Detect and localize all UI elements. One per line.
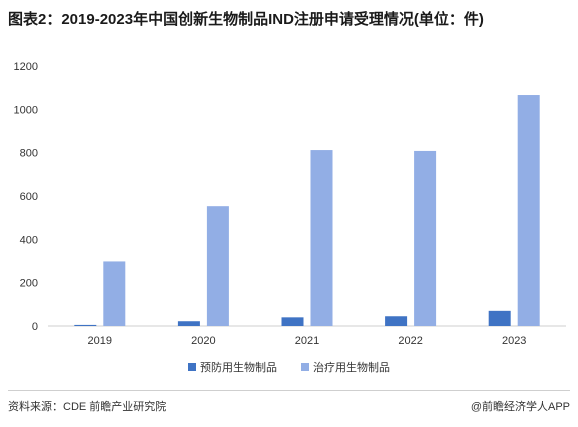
bar-series2-2019 xyxy=(103,261,126,326)
chart-title: 图表2：2019-2023年中国创新生物制品IND注册申请受理情况(单位：件) xyxy=(8,11,484,28)
legend-swatch xyxy=(188,363,196,371)
bar-series1-2019 xyxy=(74,324,97,326)
legend-item-series1: 预防用生物制品 xyxy=(188,359,277,375)
bar-series2-2020 xyxy=(206,206,229,326)
bar-series1-2020 xyxy=(177,321,200,326)
legend: 预防用生物制品 治疗用生物制品 xyxy=(0,359,578,375)
x-tick-label: 2021 xyxy=(295,335,319,347)
y-tick-label: 200 xyxy=(20,278,38,290)
y-tick-label: 1000 xyxy=(14,104,38,116)
legend-swatch xyxy=(301,363,309,371)
footer-divider xyxy=(8,390,570,391)
source-text: 资料来源：CDE 前瞻产业研究院 xyxy=(8,401,167,413)
footer: 资料来源：CDE 前瞻产业研究院 @前瞻经济学人APP xyxy=(8,398,570,414)
y-tick-label: 1200 xyxy=(14,61,38,73)
bar-series1-2021 xyxy=(281,317,304,326)
bar-series2-2022 xyxy=(414,150,437,326)
credit-text: @前瞻经济学人APP xyxy=(470,401,570,413)
legend-label: 预防用生物制品 xyxy=(200,362,277,374)
y-axis: 0 200 400 600 800 1000 1200 xyxy=(14,61,38,333)
y-tick-label: 400 xyxy=(20,234,38,246)
x-tick-label: 2022 xyxy=(398,335,422,347)
x-tick-label: 2020 xyxy=(191,335,215,347)
bar-series1-2023 xyxy=(488,310,511,326)
x-axis: 2019 2020 2021 2022 2023 xyxy=(88,335,527,347)
legend-item-series2: 治疗用生物制品 xyxy=(301,359,390,375)
y-tick-label: 0 xyxy=(32,321,38,333)
x-tick-label: 2019 xyxy=(88,335,112,347)
legend-label: 治疗用生物制品 xyxy=(313,362,390,374)
bar-series2-2021 xyxy=(310,150,333,326)
bar-series2-2023 xyxy=(517,95,540,327)
x-tick-label: 2023 xyxy=(502,335,526,347)
bar-series1-2022 xyxy=(385,316,408,326)
bars xyxy=(74,95,540,327)
y-tick-label: 800 xyxy=(20,148,38,160)
y-tick-label: 600 xyxy=(20,191,38,203)
